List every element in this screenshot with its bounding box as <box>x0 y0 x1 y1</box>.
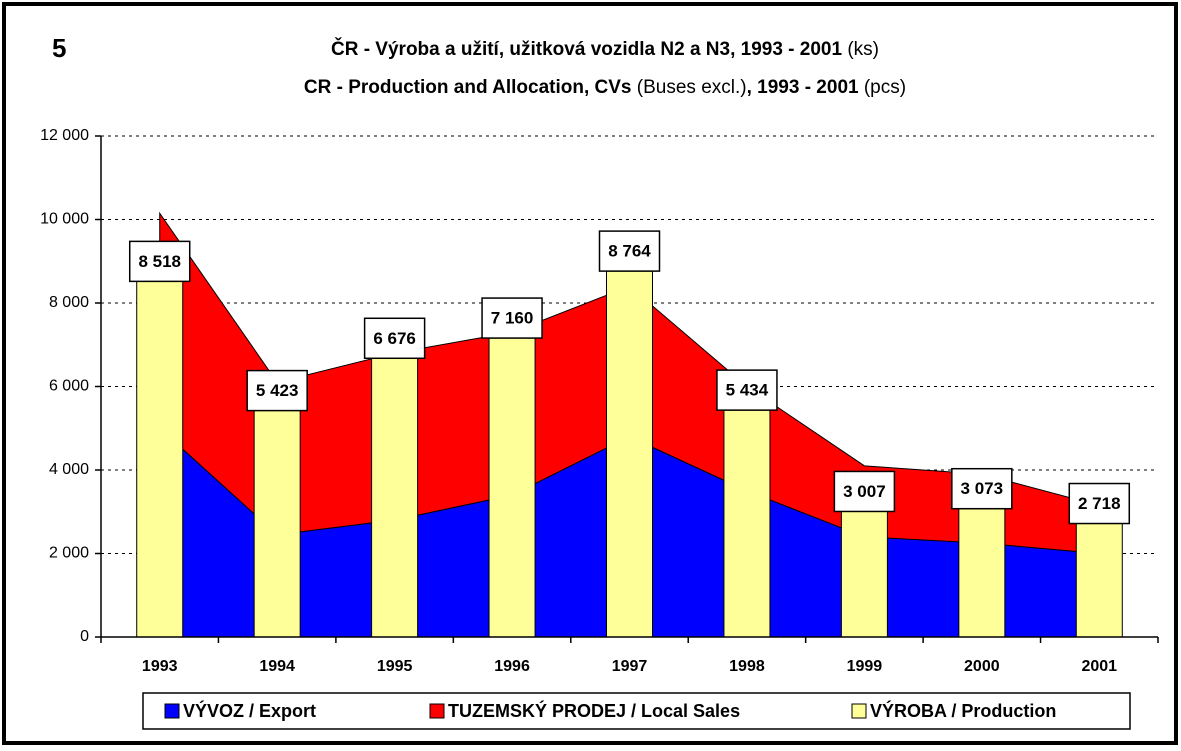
title-part: CR - Production and Allocation, CVs <box>304 77 632 98</box>
legend-swatch <box>164 703 180 719</box>
y-tick-label: 4 000 <box>49 461 89 478</box>
value-label-box <box>716 369 778 411</box>
legend-swatch <box>851 703 867 719</box>
y-tick-label: 6 000 <box>49 378 89 395</box>
legend <box>142 692 1131 730</box>
bar <box>958 508 1006 638</box>
x-tick-label: 1995 <box>377 658 413 675</box>
legend-swatch <box>429 703 445 719</box>
x-tick-label: 1996 <box>494 658 530 675</box>
bar <box>488 337 536 638</box>
value-label-box <box>363 317 426 360</box>
x-tick-label: 1998 <box>729 658 765 675</box>
value-label-box <box>951 467 1013 510</box>
value-label: 8 518 <box>138 252 181 271</box>
value-label-box <box>598 230 661 272</box>
value-label: 2 718 <box>1078 494 1121 513</box>
bar <box>723 409 771 638</box>
value-label-box <box>128 240 191 283</box>
y-tick-label: 10 000 <box>40 211 89 228</box>
y-tick-label: 0 <box>80 628 89 645</box>
title-part: (ks) <box>842 39 879 60</box>
value-label-box <box>833 470 896 513</box>
bar <box>136 280 184 638</box>
y-tick-label: 12 000 <box>40 127 89 144</box>
value-label: 6 676 <box>373 329 416 348</box>
bar <box>253 410 301 638</box>
legend-label: VÝVOZ / Export <box>183 700 316 721</box>
x-tick-label: 1997 <box>612 658 648 675</box>
value-label: 5 423 <box>256 381 299 400</box>
title-part: (Buses excl.) <box>632 77 747 98</box>
x-tick-label: 2000 <box>964 658 1000 675</box>
value-label: 7 160 <box>491 309 534 328</box>
x-tick-label: 1999 <box>847 658 883 675</box>
bar <box>371 357 419 638</box>
value-label-box <box>246 369 308 412</box>
chart-number: 5 <box>52 33 66 63</box>
bar <box>606 270 653 638</box>
value-label-box <box>1068 482 1131 525</box>
y-tick-label: 2 000 <box>49 545 89 562</box>
value-label: 3 073 <box>961 479 1004 498</box>
bar <box>1075 523 1123 638</box>
title-line-1: ČR - Výroba a užití, užitková vozidla N2… <box>331 38 879 60</box>
value-label: 5 434 <box>726 381 769 400</box>
y-tick-label: 8 000 <box>49 294 89 311</box>
legend-label: VÝROBA / Production <box>870 700 1056 721</box>
x-tick-label: 2001 <box>1081 658 1117 675</box>
bar <box>840 510 888 638</box>
title-line-2: CR - Production and Allocation, CVs (Bus… <box>304 77 906 98</box>
title-part: ČR - Výroba a užití, užitková vozidla N2… <box>331 38 843 60</box>
x-tick-label: 1993 <box>142 658 178 675</box>
value-label-box <box>481 297 543 339</box>
value-label: 8 764 <box>608 242 651 261</box>
value-label: 3 007 <box>843 482 886 501</box>
title-part: (pcs) <box>859 77 907 98</box>
legend-label: TUZEMSKÝ PRODEJ / Local Sales <box>448 700 740 721</box>
title-part: , 1993 - 2001 <box>747 77 859 98</box>
x-tick-label: 1994 <box>259 658 295 675</box>
